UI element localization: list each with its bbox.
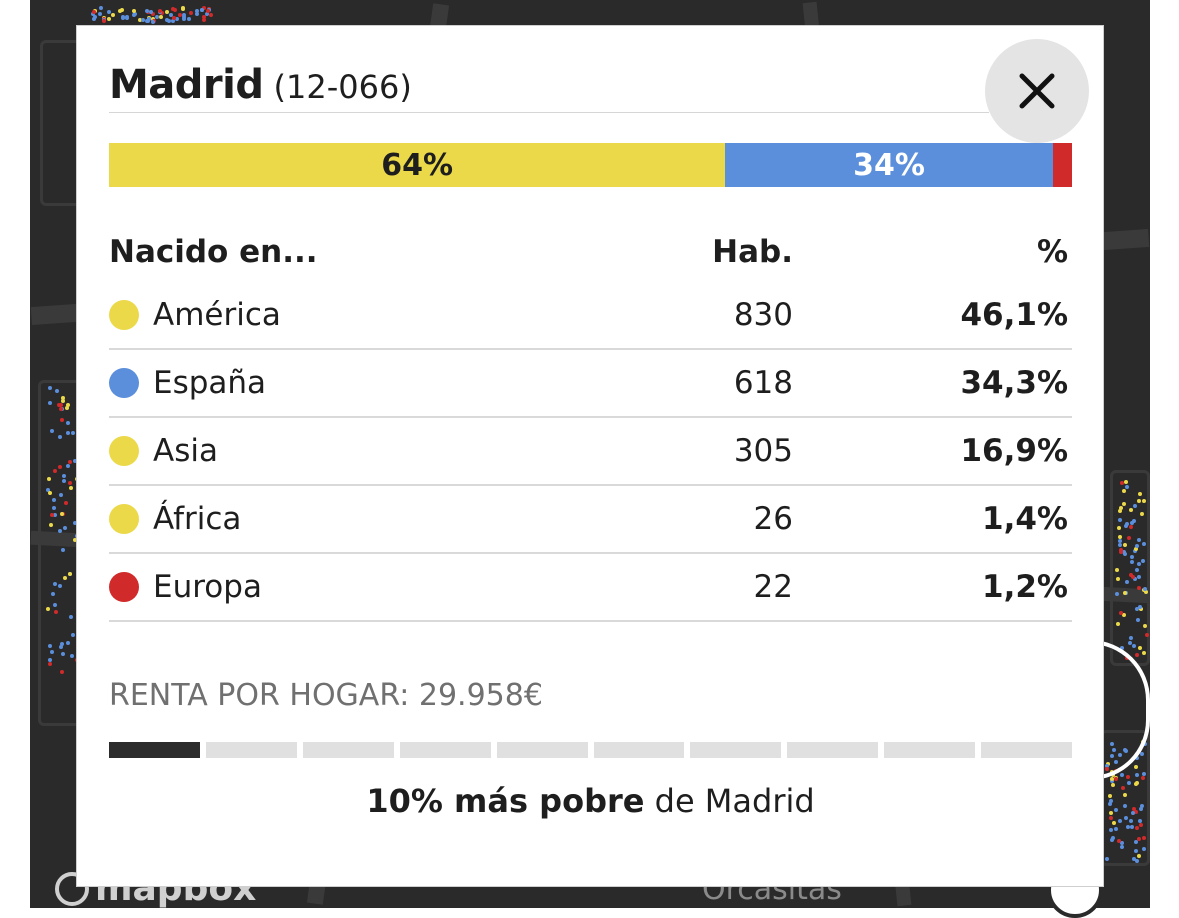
bar-segment: 34%	[725, 143, 1053, 187]
row-origin-label: Asia	[153, 433, 218, 469]
row-origin-label: Europa	[153, 569, 262, 605]
table-header-row: Nacido en... Hab. %	[109, 222, 1072, 282]
bar-segment-label: 64%	[381, 147, 454, 183]
bar-segment	[1052, 143, 1072, 187]
decile-segment	[109, 742, 200, 758]
table-row: Asia 305 16,9%	[109, 417, 1072, 486]
close-icon	[1019, 73, 1055, 109]
decile-segment	[787, 742, 879, 758]
legend-dot-icon	[109, 368, 139, 398]
row-inhabitants: 22	[629, 553, 793, 622]
row-percent: 1,2%	[793, 553, 1072, 622]
row-inhabitants: 830	[629, 282, 793, 350]
table-row: España 618 34,3%	[109, 349, 1072, 418]
row-origin-label: España	[153, 365, 267, 401]
header-born-in: Nacido en...	[109, 234, 318, 270]
legend-dot-icon	[109, 572, 139, 602]
row-percent: 34,3%	[793, 349, 1072, 418]
decile-segment	[302, 742, 394, 758]
row-origin: Europa	[109, 553, 629, 622]
table-row: América 830 46,1%	[109, 282, 1072, 350]
area-info-popup: Madrid (12-066) 64% 34% Nacido en... Hab.…	[76, 25, 1104, 887]
row-inhabitants: 26	[629, 485, 793, 554]
mapbox-logo-icon	[55, 871, 89, 906]
legend-dot-icon	[109, 504, 139, 534]
row-percent: 1,4%	[793, 485, 1072, 554]
decile-segment	[399, 742, 491, 758]
header-percent: %	[1036, 234, 1068, 270]
row-origin: Asia	[109, 417, 629, 486]
popup-header: Madrid (12-066)	[109, 62, 989, 113]
legend-dot-icon	[109, 300, 139, 330]
popup-title: Madrid	[109, 62, 264, 108]
row-inhabitants: 618	[629, 349, 793, 418]
row-percent: 46,1%	[793, 282, 1072, 350]
decile-rest-text: de Madrid	[644, 782, 815, 820]
table-row: África 26 1,4%	[109, 485, 1072, 554]
decile-segment	[593, 742, 685, 758]
income-decile-scale	[109, 742, 1073, 758]
bar-segment: 64%	[109, 143, 726, 187]
income-decile-text: 10% más pobre de Madrid	[109, 782, 1072, 820]
row-origin-label: América	[153, 297, 281, 333]
decile-segment	[884, 742, 976, 758]
legend-dot-icon	[109, 436, 139, 466]
row-origin: África	[109, 485, 629, 554]
decile-bold-text: 10% más pobre	[366, 782, 645, 820]
income-label: RENTA POR HOGAR: 29.958€	[109, 678, 543, 713]
decile-segment	[496, 742, 588, 758]
row-inhabitants: 305	[629, 417, 793, 486]
row-percent: 16,9%	[793, 417, 1072, 486]
decile-segment	[205, 742, 297, 758]
popup-area-code: (12-066)	[273, 68, 412, 106]
decile-segment	[690, 742, 782, 758]
row-origin-label: África	[153, 501, 242, 537]
origin-table: Nacido en... Hab. % América 830 46,1% Españ…	[109, 222, 1072, 622]
bar-segment-label: 34%	[853, 147, 925, 183]
decile-segment	[981, 742, 1073, 758]
origin-stacked-bar: 64% 34%	[109, 143, 1072, 187]
table-row: Europa 22 1,2%	[109, 553, 1072, 622]
row-origin: América	[109, 282, 629, 350]
row-origin: España	[109, 349, 629, 418]
header-inhabitants: Hab.	[712, 234, 793, 270]
close-button[interactable]	[985, 39, 1089, 143]
